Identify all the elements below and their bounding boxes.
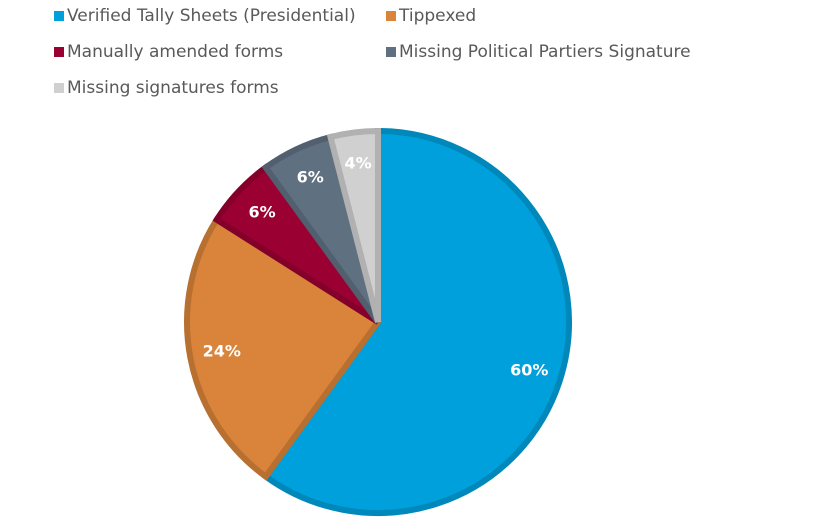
legend-swatch	[54, 11, 64, 21]
legend-swatch	[54, 47, 64, 57]
data-label: 24%	[203, 341, 241, 360]
pie-slice	[184, 215, 383, 481]
legend-label: Manually amended forms	[67, 42, 283, 62]
data-label: 6%	[248, 203, 275, 222]
legend-label: Missing signatures forms	[67, 78, 279, 98]
data-label: 6%	[297, 168, 324, 187]
data-label: 4%	[344, 154, 371, 173]
legend-label: Missing Political Partiers Signature	[399, 42, 691, 62]
legend-label: Verified Tally Sheets (Presidential)	[67, 6, 356, 26]
legend-swatch	[54, 83, 64, 93]
legend-label: Tippexed	[398, 6, 476, 26]
pie-slice	[261, 127, 572, 516]
pie-slice	[326, 127, 381, 323]
data-label: 60%	[510, 361, 548, 380]
legend-swatch	[386, 47, 396, 57]
legend-swatch	[386, 11, 396, 21]
